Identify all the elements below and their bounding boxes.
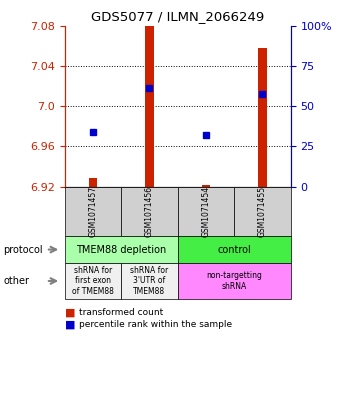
Bar [202,185,210,187]
Text: percentile rank within the sample: percentile rank within the sample [79,320,232,329]
Text: GSM1071457: GSM1071457 [88,185,97,237]
Text: ■: ■ [65,319,75,329]
Text: protocol: protocol [3,244,43,255]
Text: shRNA for
3'UTR of
TMEM88: shRNA for 3'UTR of TMEM88 [130,266,169,296]
Text: ■: ■ [65,307,75,318]
Bar [89,178,97,187]
Bar [258,48,267,187]
Text: GSM1071454: GSM1071454 [201,185,210,237]
Text: transformed count: transformed count [79,308,163,317]
Text: TMEM88 depletion: TMEM88 depletion [76,244,166,255]
Title: GDS5077 / ILMN_2066249: GDS5077 / ILMN_2066249 [91,10,264,23]
Text: GSM1071455: GSM1071455 [258,185,267,237]
Text: GSM1071456: GSM1071456 [145,185,154,237]
Text: non-targetting
shRNA: non-targetting shRNA [206,271,262,291]
Bar [145,24,154,187]
Text: other: other [3,276,29,286]
Text: control: control [217,244,251,255]
Text: shRNA for
first exon
of TMEM88: shRNA for first exon of TMEM88 [72,266,114,296]
